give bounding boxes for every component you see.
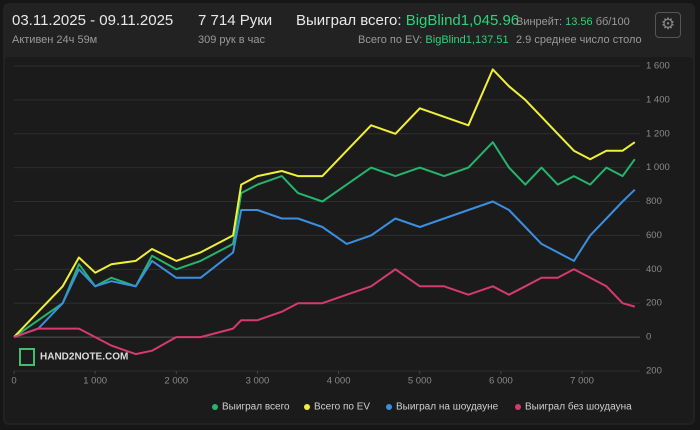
legend-marker: [212, 404, 218, 410]
y-tick-label: 400: [646, 264, 662, 275]
y-tick-label: 1 600: [646, 60, 670, 71]
settings-button[interactable]: ⚙: [655, 12, 681, 38]
hands: 7 714 Руки: [198, 12, 273, 29]
legend-label: Выиграл всего: [222, 402, 290, 413]
x-tick-label: 4 000: [327, 376, 351, 387]
x-tick-label: 7 000: [570, 376, 594, 387]
legend-label: Выиграл без шоудауна: [525, 401, 632, 413]
tables: 2.9 среднее число столо: [516, 34, 642, 46]
ev-total: Всего по EV: BigBlind1,137.51: [358, 34, 509, 46]
x-tick-label: 6 000: [489, 376, 513, 387]
date-range: 03.11.2025 - 09.11.2025: [12, 12, 174, 29]
legend-marker: [304, 404, 310, 410]
winrate: Винрейт: 13.56 бб/100: [516, 16, 630, 28]
active-time: Активен 24ч 59м: [12, 34, 98, 46]
y-tick-label: 0: [646, 332, 651, 343]
label: Всего по EV:: [358, 34, 423, 46]
series-line: [13, 188, 636, 339]
x-tick-label: 2 000: [164, 376, 188, 387]
value: BigBlind1,045.96: [405, 12, 520, 29]
chart-area: [5, 57, 693, 423]
value: BigBlind1,137.51: [425, 34, 509, 46]
x-tick-label: 5 000: [408, 376, 432, 387]
x-tick-label: 0: [11, 376, 16, 387]
value: 13.56: [565, 16, 593, 28]
y-tick-label: 1 200: [646, 128, 670, 139]
y-tick-label: 1 000: [646, 162, 670, 173]
label: Винрейт:: [516, 16, 563, 28]
series-line: [13, 68, 636, 338]
y-tick-label: 200: [646, 298, 662, 309]
y-tick-label: 600: [646, 230, 662, 241]
legend-label: Выиграл на шоудауне: [396, 402, 499, 413]
unit: бб/100: [595, 16, 630, 28]
legend-label: Всего по EV: [314, 402, 370, 413]
series-line: [13, 268, 636, 356]
won-total: Выиграл всего: BigBlind1,045.96: [296, 12, 519, 29]
logo: [19, 348, 35, 366]
legend-marker: [515, 404, 521, 410]
label: Выиграл всего:: [296, 12, 402, 29]
series-line: [13, 141, 636, 338]
y-tick-label: 800: [646, 196, 662, 207]
x-tick-label: 3 000: [246, 376, 270, 387]
y-tick-label: 1 400: [646, 94, 670, 105]
y-tick-label: 200: [646, 366, 662, 377]
x-tick-label: 1 000: [83, 376, 107, 387]
legend-marker: [386, 404, 392, 410]
watermark: HAND2NOTE.COM: [40, 352, 128, 363]
hands-per-hour: 309 рук в час: [198, 34, 266, 46]
